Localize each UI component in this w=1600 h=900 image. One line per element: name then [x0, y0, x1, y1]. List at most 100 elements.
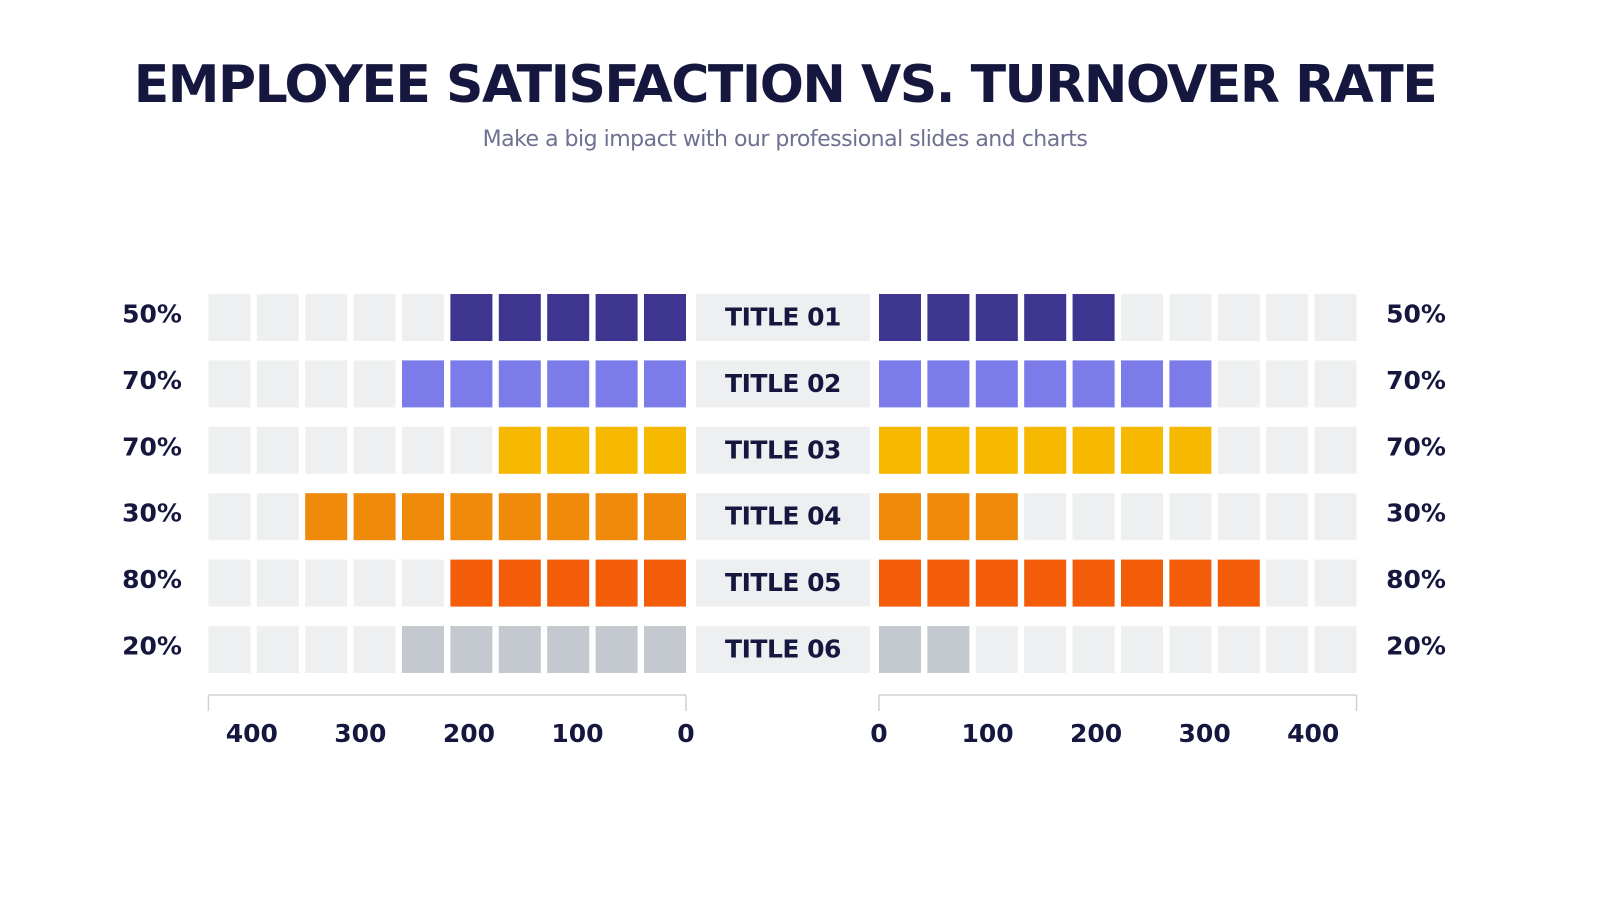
category-label: TITLE 02 — [725, 369, 841, 398]
empty-cell — [975, 626, 1018, 673]
filled-cell — [1169, 426, 1212, 474]
empty-cell — [353, 294, 396, 341]
empty-cell — [1072, 493, 1115, 541]
filled-cell — [975, 426, 1018, 474]
filled-cell — [644, 559, 686, 607]
x-tick-label: 100 — [961, 719, 1013, 748]
empty-cell — [305, 294, 348, 341]
filled-cell — [927, 426, 970, 474]
filled-cell — [1024, 360, 1067, 408]
filled-cell — [927, 360, 970, 408]
waffle-bar — [450, 294, 686, 341]
empty-cell — [305, 626, 348, 673]
waffle-bar — [402, 360, 686, 408]
left-percent-label: 50% — [122, 300, 182, 329]
waffle-bar — [402, 626, 686, 673]
x-tick-label: 300 — [1179, 719, 1231, 748]
filled-cell — [1072, 360, 1115, 408]
right-percent-label: 70% — [1386, 432, 1446, 461]
filled-cell — [1121, 559, 1163, 607]
filled-cell — [498, 360, 541, 408]
filled-cell — [305, 493, 348, 541]
filled-cell — [450, 294, 493, 341]
filled-cell — [975, 294, 1018, 341]
empty-cell — [1121, 294, 1163, 341]
filled-cell — [353, 493, 396, 541]
empty-cell — [1217, 426, 1260, 474]
empty-cell — [353, 426, 396, 474]
empty-cell — [1266, 493, 1309, 541]
left-percent-label: 70% — [122, 366, 182, 395]
category-box — [696, 493, 870, 541]
filled-cell — [595, 360, 638, 408]
filled-cell — [1072, 294, 1115, 341]
waffle-bar — [879, 426, 1212, 474]
empty-cell — [402, 294, 444, 341]
filled-cell — [450, 559, 493, 607]
x-tick-label: 100 — [551, 719, 603, 748]
empty-cell — [353, 626, 396, 673]
empty-cell — [1217, 294, 1260, 341]
empty-cell — [1266, 294, 1309, 341]
left-percent-label: 80% — [122, 565, 182, 594]
waffle-bar — [450, 559, 686, 607]
x-tick-label: 400 — [226, 719, 278, 748]
empty-cell — [208, 626, 251, 673]
filled-cell — [927, 294, 970, 341]
filled-cell — [498, 426, 541, 474]
filled-cell — [1169, 360, 1212, 408]
category-box — [696, 626, 870, 673]
category-label: TITLE 06 — [725, 635, 841, 664]
filled-cell — [498, 626, 541, 673]
category-box — [696, 294, 870, 341]
filled-cell — [644, 426, 686, 474]
filled-cell — [595, 559, 638, 607]
empty-cell — [402, 559, 444, 607]
filled-cell — [1121, 360, 1163, 408]
filled-cell — [1072, 559, 1115, 607]
x-tick-label: 0 — [870, 719, 887, 748]
filled-cell — [879, 360, 921, 408]
empty-cell — [1024, 626, 1067, 673]
empty-cell — [353, 559, 396, 607]
filled-cell — [975, 493, 1018, 541]
filled-cell — [1024, 426, 1067, 474]
waffle-bar — [305, 493, 686, 541]
chart-title: EMPLOYEE SATISFACTION VS. TURNOVER RATE — [134, 55, 1437, 115]
empty-cell — [208, 559, 251, 607]
filled-cell — [879, 559, 921, 607]
x-tick-label: 0 — [677, 719, 694, 748]
empty-cell — [1169, 626, 1212, 673]
waffle-bar — [879, 360, 1212, 408]
category-label: TITLE 04 — [725, 502, 841, 531]
filled-cell — [402, 360, 444, 408]
waffle-bar — [879, 626, 970, 673]
empty-cell — [256, 360, 299, 408]
waffle-bar — [879, 493, 1018, 541]
filled-cell — [975, 360, 1018, 408]
left-percent-label: 70% — [122, 432, 182, 461]
empty-cell — [402, 426, 444, 474]
filled-cell — [879, 626, 921, 673]
empty-cell — [256, 426, 299, 474]
category-box — [696, 559, 870, 607]
x-tick-label: 200 — [1070, 719, 1122, 748]
filled-cell — [879, 493, 921, 541]
filled-cell — [595, 493, 638, 541]
category-box — [696, 426, 870, 474]
filled-cell — [547, 426, 590, 474]
filled-cell — [975, 559, 1018, 607]
empty-cell — [1217, 626, 1260, 673]
right-percent-label: 80% — [1386, 565, 1446, 594]
filled-cell — [1121, 426, 1163, 474]
filled-cell — [644, 493, 686, 541]
filled-cell — [498, 559, 541, 607]
empty-cell — [1314, 360, 1357, 408]
empty-cell — [208, 360, 251, 408]
filled-cell — [402, 493, 444, 541]
empty-cell — [1121, 493, 1163, 541]
filled-cell — [498, 493, 541, 541]
right-percent-label: 20% — [1386, 632, 1446, 661]
empty-cell — [1217, 360, 1260, 408]
